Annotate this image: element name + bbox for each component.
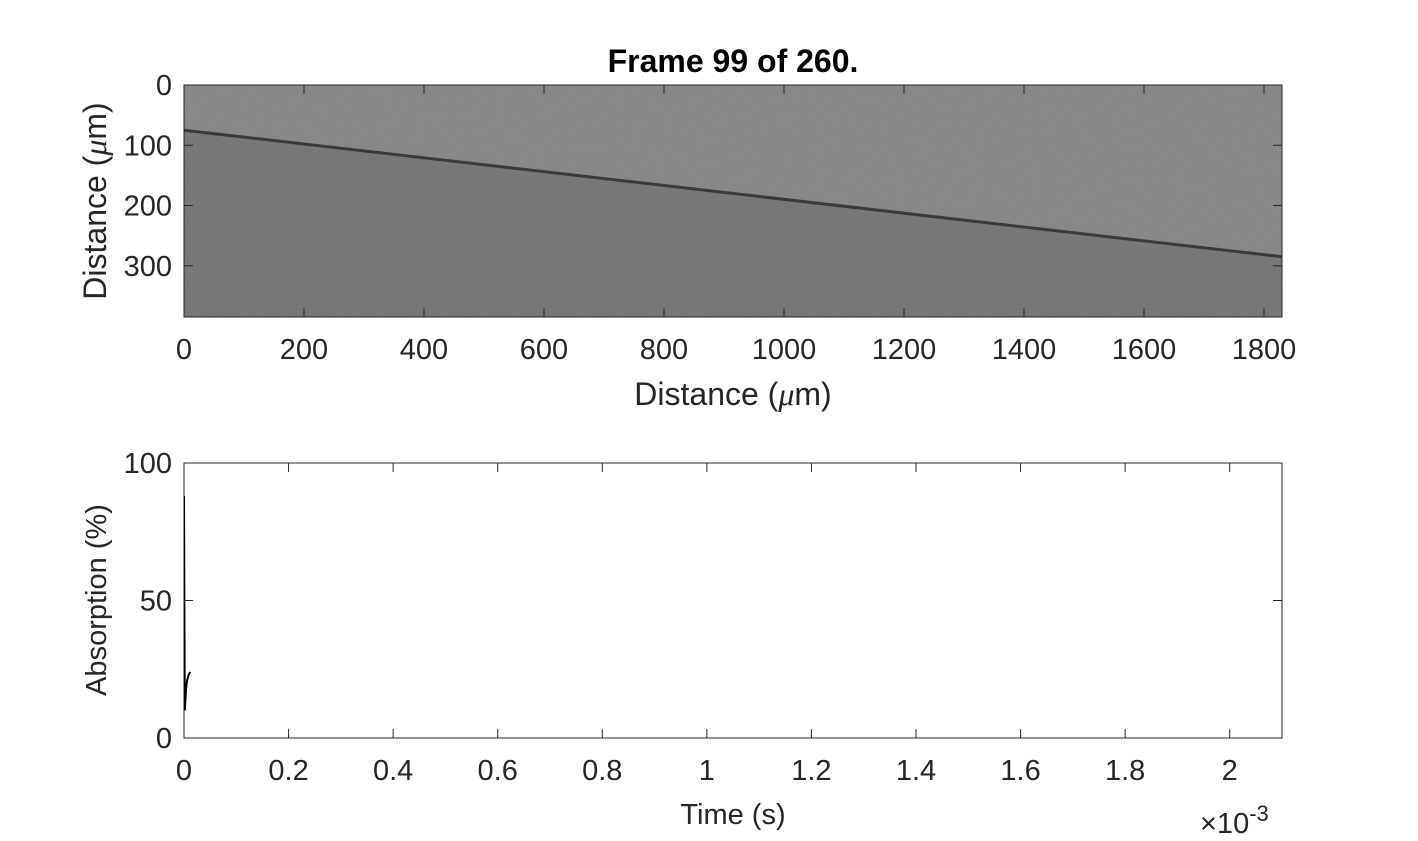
bottom-line-panel: 0 0.2 0.4 0.6 0.8 1 1.2 1.4 1.6 1.8 2 0 50 100 Time (… xyxy=(81,448,1283,840)
top-x-axis-label: Distance (μm) xyxy=(634,376,831,412)
bottom-x-tick-label: 2 xyxy=(1222,755,1238,787)
bottom-x-tick-label: 0.2 xyxy=(268,755,308,787)
bottom-x-tick-label: 1.4 xyxy=(896,755,936,787)
top-x-tick-label: 1000 xyxy=(752,334,817,366)
bottom-x-tick-label: 0.4 xyxy=(373,755,413,787)
top-y-tick-label: 100 xyxy=(124,130,172,162)
top-x-tick-label: 800 xyxy=(640,334,688,366)
image-upper-region xyxy=(184,85,1282,257)
bottom-y-tick-label: 0 xyxy=(156,723,172,755)
bottom-y-tick-label: 100 xyxy=(124,448,172,480)
top-x-tick-label: 400 xyxy=(400,334,448,366)
top-y-tick-label: 200 xyxy=(124,191,172,223)
top-x-tick-label: 1800 xyxy=(1232,334,1297,366)
top-x-tick-label: 1600 xyxy=(1112,334,1177,366)
top-y-axis-label: Distance (μm) xyxy=(77,102,113,299)
bottom-y-axis-label: Absorption (%) xyxy=(81,504,113,696)
bottom-y-tick-label: 50 xyxy=(140,586,172,618)
absorption-series-line xyxy=(184,495,192,711)
bottom-x-tick-label: 0.8 xyxy=(582,755,622,787)
top-image-panel: 0 200 400 600 800 1000 1200 1400 1600 1800 0 100 200… xyxy=(77,70,1296,412)
top-x-tick-label: 600 xyxy=(520,334,568,366)
bottom-x-tick-label: 0.6 xyxy=(478,755,518,787)
chart-title: Frame 99 of 260. xyxy=(608,43,859,79)
x-exponent-label: ×10-3 xyxy=(1200,801,1269,840)
interface-line xyxy=(184,128,1282,259)
top-y-tick-label: 300 xyxy=(124,251,172,283)
bottom-x-tick-label: 1 xyxy=(699,755,715,787)
bottom-x-tick-label: 0 xyxy=(176,755,192,787)
top-x-tick-label: 1400 xyxy=(992,334,1057,366)
image-lower-region xyxy=(184,130,1282,317)
top-y-tick-label: 0 xyxy=(156,70,172,102)
bottom-x-axis-label: Time (s) xyxy=(680,799,785,831)
top-x-tick-label: 0 xyxy=(176,334,192,366)
top-x-tick-label: 200 xyxy=(280,334,328,366)
bottom-axes-box xyxy=(183,462,1283,739)
bottom-x-tick-label: 1.8 xyxy=(1105,755,1145,787)
bottom-x-tick-label: 1.6 xyxy=(1000,755,1040,787)
top-axes-box xyxy=(183,84,1283,318)
top-x-tick-label: 1200 xyxy=(872,334,937,366)
bottom-x-tick-label: 1.2 xyxy=(791,755,831,787)
